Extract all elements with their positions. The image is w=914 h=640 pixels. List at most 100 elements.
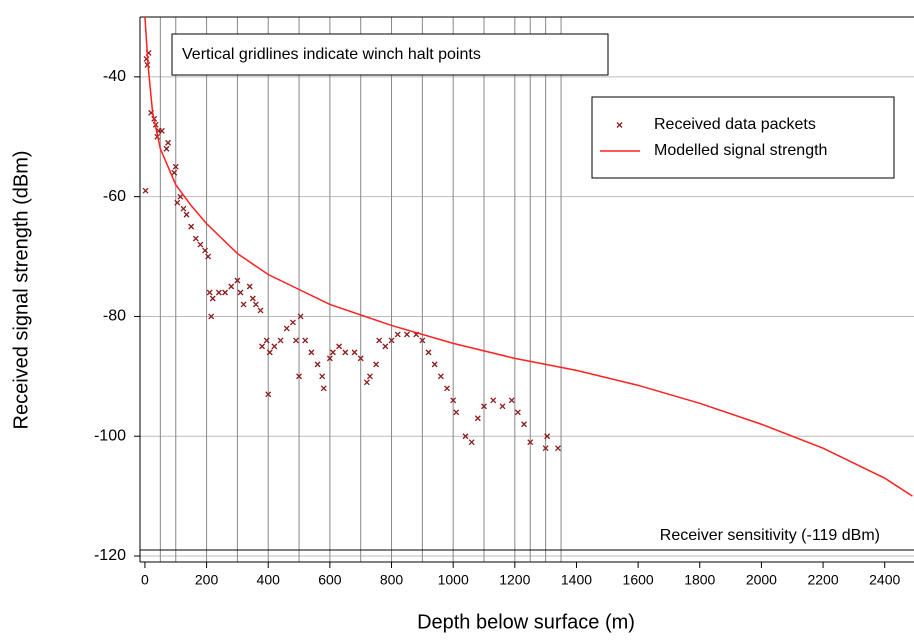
data-point xyxy=(481,403,487,410)
data-point xyxy=(320,385,327,392)
data-point xyxy=(521,421,528,428)
data-point xyxy=(437,373,444,380)
data-point xyxy=(257,307,264,314)
data-point xyxy=(308,349,315,356)
x-tick-label: 1200 xyxy=(499,572,530,588)
annotation: Vertical gridlines indicate winch halt p… xyxy=(182,46,481,63)
data-point xyxy=(336,343,343,350)
data-point xyxy=(468,439,475,446)
data-point xyxy=(240,301,247,308)
x-tick-label: 1400 xyxy=(561,572,592,588)
data-point xyxy=(234,277,241,284)
data-point xyxy=(297,313,304,320)
model-line xyxy=(144,17,913,497)
data-point xyxy=(444,385,450,392)
data-point xyxy=(326,355,333,362)
data-point xyxy=(206,289,213,296)
data-point xyxy=(490,397,497,404)
x-tick-label: 2400 xyxy=(869,572,900,588)
data-point xyxy=(293,337,299,344)
data-point xyxy=(450,397,457,404)
data-point xyxy=(314,361,321,368)
data-point xyxy=(542,445,549,452)
data-point xyxy=(142,187,149,194)
data-point xyxy=(544,433,551,440)
annotation-box xyxy=(171,33,609,76)
data-point xyxy=(419,337,426,344)
data-point xyxy=(289,319,296,326)
data-point xyxy=(302,337,309,344)
data-point xyxy=(330,349,336,356)
x-tick-label: 0 xyxy=(141,572,149,588)
legend-box xyxy=(591,96,895,179)
data-point xyxy=(319,373,326,380)
y-tick-label: -120 xyxy=(94,547,126,564)
data-point xyxy=(403,331,410,338)
x-tick-label: 2000 xyxy=(746,572,777,588)
data-point xyxy=(271,343,278,350)
data-point xyxy=(171,169,178,176)
data-point xyxy=(237,289,244,296)
data-point xyxy=(188,223,195,230)
x-tick-label: 400 xyxy=(257,572,281,588)
x-tick-label: 2200 xyxy=(807,572,838,588)
data-point xyxy=(259,343,266,350)
y-tick-label: -100 xyxy=(94,427,126,444)
data-point xyxy=(180,205,187,212)
data-point xyxy=(183,211,190,218)
data-point xyxy=(351,349,358,356)
data-point xyxy=(249,295,256,302)
data-point xyxy=(277,337,284,344)
legend-label: Received data packets xyxy=(654,116,816,133)
data-point xyxy=(499,403,506,410)
legend-marker xyxy=(616,122,623,128)
sensitivity-label: Receiver sensitivity (-119 dBm) xyxy=(660,527,880,544)
data-point xyxy=(508,397,515,404)
data-point xyxy=(342,349,349,356)
data-point xyxy=(252,301,259,308)
data-point xyxy=(366,373,373,380)
data-point xyxy=(263,337,270,344)
data-point xyxy=(165,139,172,146)
data-point xyxy=(265,391,272,398)
data-point xyxy=(197,241,204,248)
data-point xyxy=(394,331,401,338)
data-point xyxy=(425,349,432,356)
data-point xyxy=(246,283,253,290)
data-point xyxy=(453,409,460,416)
data-point xyxy=(208,313,215,320)
x-tick-label: 1600 xyxy=(623,572,654,588)
y-axis-label: Received signal strength (dBm) xyxy=(10,150,32,429)
y-tick-label: -80 xyxy=(103,308,126,325)
data-point xyxy=(205,253,212,260)
data-point xyxy=(215,289,222,296)
y-tick-label: -60 xyxy=(103,188,126,205)
data-point xyxy=(209,295,216,302)
data-point xyxy=(202,247,208,254)
x-tick-label: 1000 xyxy=(438,572,469,588)
data-point xyxy=(388,337,395,344)
data-point xyxy=(431,361,438,368)
x-tick-label: 1800 xyxy=(684,572,715,588)
data-point xyxy=(228,283,235,290)
data-point xyxy=(462,433,469,440)
data-point xyxy=(172,163,179,170)
x-axis-label: Depth below surface (m) xyxy=(417,611,635,633)
legend-label: Modelled signal strength xyxy=(654,142,827,159)
data-point xyxy=(382,343,389,350)
data-point xyxy=(177,193,184,200)
data-point xyxy=(296,373,303,380)
data-point xyxy=(527,439,534,446)
x-tick-label: 800 xyxy=(380,572,404,588)
data-point xyxy=(163,145,170,152)
data-point xyxy=(174,199,181,206)
data-point xyxy=(266,349,273,356)
x-tick-label: 200 xyxy=(195,572,219,588)
data-point xyxy=(376,337,383,344)
data-point xyxy=(158,127,165,134)
data-point xyxy=(373,361,380,368)
data-point xyxy=(283,325,290,332)
data-point xyxy=(474,415,481,422)
data-point xyxy=(514,409,521,416)
